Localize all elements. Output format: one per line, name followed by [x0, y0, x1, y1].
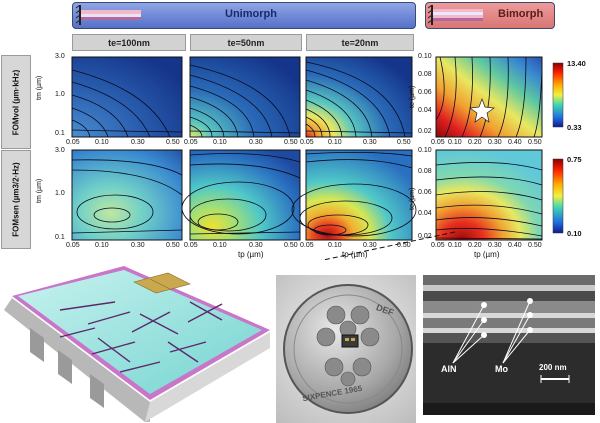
x-axis-label-te50: tp (µm) — [238, 250, 264, 259]
tick-y-bi-vol-1: 0.08 — [418, 71, 432, 78]
tick-x-sen2-1: 0.10 — [213, 242, 227, 249]
tick-x-vol2-0: 0.05 — [184, 139, 198, 146]
device-illustration — [4, 266, 270, 422]
tick-x-bivol-1: 0.10 — [448, 139, 462, 146]
colorbar-vol-max: 13.40 — [567, 59, 586, 68]
tick-y-bi-vol-2: 0.06 — [418, 89, 432, 96]
x-axis-label-te20: tp (µm) — [342, 250, 368, 259]
chip-on-coin — [341, 334, 359, 348]
column-header-te-50nm: te=50nm — [190, 34, 302, 51]
tick-y-bi-sen-4: 0.02 — [418, 233, 432, 240]
unimorph-banner: Unimorph — [72, 2, 416, 29]
tick-y-bi-sen-2: 0.06 — [418, 189, 432, 196]
tick-x-sen1-1: 0.10 — [95, 242, 109, 249]
colorbar-sen-min: 0.10 — [567, 229, 582, 238]
plot-vol-te50 — [189, 56, 301, 138]
coin — [283, 284, 413, 414]
tick-x-sen2-3: 0.50 — [284, 242, 298, 249]
tick-x-sen3-0: 0.05 — [300, 242, 314, 249]
colorbar-vol-min: 0.33 — [567, 123, 582, 132]
tick-x-vol1-0: 0.05 — [66, 139, 80, 146]
tick-x-vol1-3: 0.50 — [166, 139, 180, 146]
tick-y-vol-mid: 1.0 — [55, 91, 65, 98]
tick-x-bivol-0: 0.05 — [431, 139, 445, 146]
tick-y-vol-top: 3.0 — [55, 53, 65, 60]
plot-sen-te20 — [305, 149, 413, 241]
tick-x-sen2-0: 0.05 — [184, 242, 198, 249]
unimorph-title: Unimorph — [225, 8, 277, 20]
column-header-te-20nm: te=20nm — [306, 34, 414, 51]
row-label-fom-sen: FOMsen (µm3/2·Hz) — [1, 150, 31, 249]
y-axis-label-sen: tm (µm) — [36, 178, 43, 203]
tick-y-bi-sen-3: 0.04 — [418, 210, 432, 217]
tick-y-bi-vol-3: 0.04 — [418, 107, 432, 114]
tick-y-sen-mid: 1.0 — [55, 190, 65, 197]
tick-x-bisen-0: 0.05 — [431, 242, 445, 249]
tick-x-bisen-2: 0.20 — [468, 242, 482, 249]
unimorph-beam-icon — [76, 5, 141, 25]
y-axis-label-vol: tm (µm) — [36, 75, 43, 100]
optimum-star-icon — [469, 98, 495, 123]
dashed-arrow — [320, 231, 456, 260]
tick-x-sen1-3: 0.50 — [166, 242, 180, 249]
tick-x-bisen-4: 0.40 — [508, 242, 522, 249]
tick-x-vol2-1: 0.10 — [213, 139, 227, 146]
bimorph-title: Bimorph — [498, 8, 544, 20]
tick-x-bisen-1: 0.10 — [448, 242, 462, 249]
contour-plots — [71, 56, 564, 260]
plot-vol-te20 — [305, 56, 413, 138]
tick-x-sen3-1: 0.10 — [328, 242, 342, 249]
column-header-te-100nm: te=100nm — [72, 34, 186, 51]
tick-x-vol3-2: 0.30 — [363, 139, 377, 146]
tick-x-vol2-2: 0.30 — [249, 139, 263, 146]
label-mo: Mo — [495, 364, 508, 374]
tick-y-bi-sen-1: 0.08 — [418, 168, 432, 175]
tick-y-bi-sen-0: 0.10 — [418, 147, 432, 154]
plot-vol-te100 — [71, 56, 183, 138]
x-axis-label-bimorph: tp (µm) — [474, 250, 500, 259]
tick-y-sen-top: 3.0 — [55, 147, 65, 154]
tick-x-vol3-0: 0.05 — [300, 139, 314, 146]
colorbar-vol — [552, 62, 564, 128]
tick-y-bi-vol-0: 0.10 — [418, 53, 432, 60]
scale-bar-label: 200 nm — [539, 363, 567, 372]
tick-x-bisen-5: 0.50 — [528, 242, 542, 249]
tick-x-vol1-1: 0.10 — [95, 139, 109, 146]
plot-sen-te50 — [189, 149, 301, 241]
plot-sen-te100 — [71, 149, 183, 241]
tick-x-sen1-0: 0.05 — [66, 242, 80, 249]
tick-x-bivol-5: 0.50 — [528, 139, 542, 146]
colorbar-sen — [552, 158, 564, 234]
tick-x-vol3-3: 0.50 — [397, 139, 411, 146]
tick-x-vol2-3: 0.50 — [284, 139, 298, 146]
tick-x-sen3-3: 0.50 — [397, 242, 411, 249]
y-axis-label-bi-sen: te (µm) — [409, 187, 416, 210]
tick-x-sen1-2: 0.30 — [131, 242, 145, 249]
tick-x-sen3-2: 0.30 — [363, 242, 377, 249]
bimorph-beam-icon — [428, 5, 483, 25]
tick-x-vol3-1: 0.10 — [328, 139, 342, 146]
tick-x-bivol-2: 0.20 — [468, 139, 482, 146]
tick-y-sen-bot: 0.1 — [55, 234, 65, 241]
tick-y-bi-vol-4: 0.02 — [418, 128, 432, 135]
sem-image: AlN Mo 200 nm — [423, 275, 595, 415]
coin-photo: DEF SIXPENCE 1965 — [276, 275, 416, 423]
tick-x-bivol-4: 0.40 — [508, 139, 522, 146]
row-label-fom-vol: FOMvol (µm·kHz) — [1, 55, 31, 149]
tick-x-bivol-3: 0.30 — [488, 139, 502, 146]
colorbar-sen-max: 0.75 — [567, 155, 582, 164]
tick-x-sen2-2: 0.30 — [249, 242, 263, 249]
label-aln: AlN — [441, 364, 457, 374]
tick-x-vol1-2: 0.30 — [131, 139, 145, 146]
tick-y-vol-bot: 0.1 — [55, 130, 65, 137]
y-axis-label-bi-vol: te (µm) — [409, 85, 416, 108]
tick-x-bisen-3: 0.30 — [488, 242, 502, 249]
bimorph-banner: Bimorph — [425, 2, 555, 29]
